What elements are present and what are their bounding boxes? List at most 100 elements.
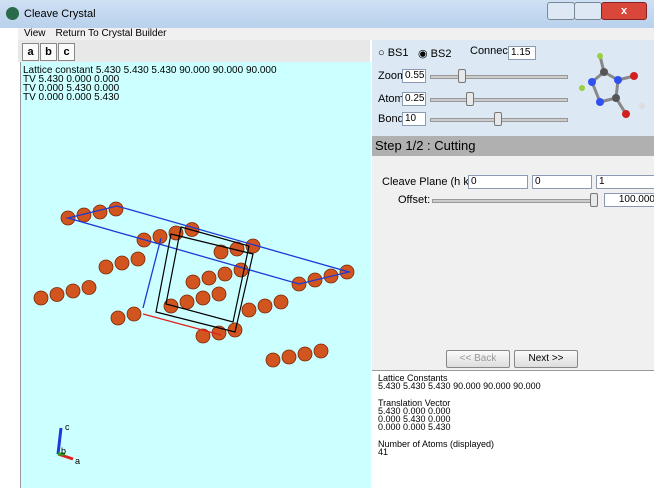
- slider-thumb[interactable]: [466, 92, 474, 106]
- atom: [241, 302, 257, 318]
- info-line: Lattice constant 5.430 5.430 5.430 90.00…: [23, 65, 277, 76]
- view-a-button[interactable]: a: [22, 43, 39, 61]
- back-button[interactable]: << Back: [446, 350, 510, 368]
- atom: [108, 201, 124, 217]
- atom: [114, 255, 130, 271]
- info-line: TV 5.430 0.000 0.000: [23, 74, 120, 85]
- atom: [281, 349, 297, 365]
- view-c-button[interactable]: c: [58, 43, 75, 61]
- offset-label: Offset:: [398, 194, 431, 206]
- atom: [195, 290, 211, 306]
- k-input[interactable]: 0: [532, 175, 592, 189]
- cell-edge: [142, 313, 222, 336]
- radio[interactable]: ○ BS1: [378, 47, 409, 59]
- output-text: Lattice Constants 5.430 5.430 5.430 90.00…: [372, 370, 654, 489]
- slider-thumb[interactable]: [590, 193, 598, 207]
- offset-slider[interactable]: [432, 199, 594, 203]
- title-bar: Cleave Crystal x: [0, 0, 654, 28]
- view-b-button[interactable]: b: [40, 43, 57, 61]
- atom: [110, 310, 126, 326]
- l-input[interactable]: 1: [596, 175, 654, 189]
- output-line: Lattice Constants: [378, 373, 448, 383]
- window-title: Cleave Crystal: [24, 8, 96, 20]
- zoom-slider[interactable]: [430, 75, 568, 79]
- atom: [233, 262, 249, 278]
- unit-cell: [165, 226, 250, 323]
- output-group: Translation Vector 5.430 0.000 0.000 0.000…: [375, 398, 654, 432]
- plane-label: Cleave Plane (h k l): [382, 176, 478, 188]
- output-group: Lattice Constants 5.430 5.430 5.430 90.00…: [375, 373, 654, 391]
- atom: [185, 274, 201, 290]
- minimize-button[interactable]: [547, 2, 575, 20]
- zoom-label: Zoom: [378, 70, 407, 82]
- lattice-info: Lattice constant 5.430 5.430 5.430 90.00…: [23, 65, 277, 103]
- atom: [49, 287, 65, 302]
- slider-thumb[interactable]: [458, 69, 466, 83]
- step-title: Step 1/2 : Cutting: [375, 138, 476, 153]
- toolbar: a b c: [18, 40, 370, 62]
- output-line: 0.000 0.000 5.430: [378, 422, 451, 432]
- next-button[interactable]: Next >>: [514, 350, 578, 368]
- atom: [245, 238, 261, 254]
- slider-thumb[interactable]: [494, 112, 502, 126]
- atom: [257, 298, 273, 314]
- atom: [65, 283, 81, 299]
- connect-label: Connect: [470, 45, 511, 57]
- atom: [273, 294, 289, 310]
- info-line: TV 0.000 0.000 5.430: [23, 92, 120, 103]
- cutting-form: Cleave Plane (h k l) 0 0 1 Offset: 100.0…: [372, 156, 654, 348]
- radio-label: BS2: [430, 48, 452, 60]
- zoom-input[interactable]: 0.55: [402, 69, 426, 83]
- atom: [163, 298, 179, 314]
- atom-input[interactable]: 0.25: [402, 92, 426, 106]
- output-line: Translation Vector: [378, 398, 451, 408]
- atom: [265, 352, 281, 368]
- cell-outline: [65, 205, 352, 285]
- step-header: Step 1/2 : Cutting: [372, 136, 654, 156]
- atom: [195, 328, 211, 344]
- axis-label: c: [65, 422, 70, 432]
- bond-label: Bond: [378, 113, 404, 125]
- bond-input[interactable]: 10: [402, 112, 426, 126]
- close-button[interactable]: x: [601, 2, 647, 20]
- axis-label: a: [75, 456, 80, 466]
- atom: [179, 294, 195, 310]
- output-group: Number of Atoms (displayed) 41: [375, 439, 654, 457]
- molecule-preview: [579, 53, 645, 118]
- atom: [98, 259, 114, 275]
- atom: [130, 251, 146, 267]
- output-line: 5.430 5.430 5.430 90.000 90.000 90.000: [378, 381, 541, 391]
- atoms: [33, 201, 355, 368]
- unit-cell: [155, 233, 254, 333]
- info-line: TV 0.000 5.430 0.000: [23, 83, 120, 94]
- offset-input[interactable]: 100.000: [604, 193, 654, 207]
- menu-item[interactable]: View: [24, 28, 46, 39]
- atom: [33, 290, 49, 306]
- atom-label: Atom: [378, 93, 404, 105]
- atom: [126, 306, 142, 322]
- button-row: << Back Next >>: [372, 348, 654, 370]
- atom: [313, 343, 329, 359]
- atom-slider[interactable]: [430, 98, 568, 102]
- h-input[interactable]: 0: [468, 175, 528, 189]
- radio[interactable]: ◉ BS2: [418, 48, 452, 60]
- output-line: 0.000 5.430 0.000: [378, 414, 451, 424]
- crystal-viewer[interactable]: c b a: [20, 62, 371, 488]
- atom: [297, 346, 313, 362]
- maximize-button[interactable]: [574, 2, 602, 20]
- atom: [213, 244, 229, 260]
- axis-label: b: [61, 446, 66, 456]
- atom: [81, 280, 97, 295]
- menu-item[interactable]: Return To Crystal Builder: [55, 28, 167, 39]
- atom: [211, 286, 227, 302]
- output-line: 5.430 0.000 0.000: [378, 406, 451, 416]
- atom: [201, 270, 217, 286]
- axis-c: [56, 427, 63, 455]
- crystal-drawing: c b a: [33, 201, 355, 466]
- output-line: Number of Atoms (displayed): [378, 439, 495, 449]
- atom: [217, 266, 233, 282]
- connect-input[interactable]: 1.15: [508, 46, 536, 60]
- menu-bar: View Return To Crystal Builder: [18, 28, 654, 40]
- cell-edge: [142, 237, 162, 309]
